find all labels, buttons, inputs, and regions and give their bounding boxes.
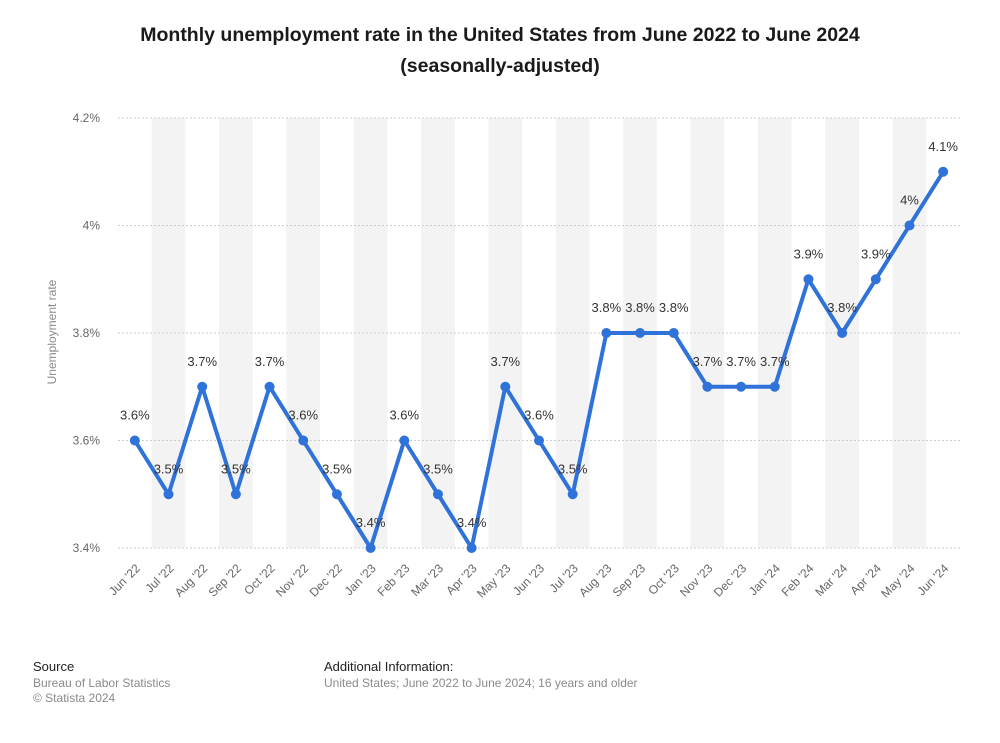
data-label: 3.6% bbox=[524, 408, 554, 423]
column-band bbox=[151, 118, 186, 548]
x-tick-label: Nov '23 bbox=[677, 561, 716, 600]
data-point[interactable] bbox=[298, 435, 309, 446]
x-tick-label: Feb '24 bbox=[779, 561, 817, 599]
data-point[interactable] bbox=[635, 328, 646, 338]
x-tick-label: Mar '23 bbox=[408, 561, 446, 599]
chart-title-line-2: (seasonally-adjusted) bbox=[400, 55, 600, 77]
y-tick-label: 3.8% bbox=[73, 326, 101, 340]
column-band bbox=[555, 118, 590, 548]
data-label: 3.5% bbox=[322, 461, 352, 476]
data-point[interactable] bbox=[399, 435, 410, 446]
data-point[interactable] bbox=[938, 166, 949, 177]
y-tick-label: 3.6% bbox=[73, 434, 101, 448]
x-tick-label: Feb '23 bbox=[374, 561, 412, 599]
x-tick-label: May '23 bbox=[474, 561, 514, 601]
data-label: 3.4% bbox=[356, 515, 386, 530]
data-point[interactable] bbox=[230, 489, 241, 500]
x-tick-label: Jun '23 bbox=[510, 561, 547, 598]
data-label: 3.7% bbox=[490, 354, 520, 369]
data-label: 3.6% bbox=[120, 408, 150, 423]
y-axis-ticks: 3.4% 3.6% 3.8% 4% 4.2% bbox=[73, 111, 101, 555]
data-point[interactable] bbox=[534, 435, 544, 446]
data-point[interactable] bbox=[803, 274, 814, 285]
data-point[interactable] bbox=[904, 220, 915, 231]
data-label: 3.7% bbox=[255, 354, 285, 369]
data-label: 4.1% bbox=[928, 139, 958, 154]
x-tick-label: Dec '22 bbox=[307, 561, 346, 600]
chart-title-line-1: Monthly unemployment rate in the United … bbox=[140, 24, 860, 46]
x-tick-label: May '24 bbox=[878, 561, 918, 601]
y-tick-label: 4% bbox=[83, 219, 101, 233]
source-line-1: Bureau of Labor Statistics bbox=[33, 676, 171, 690]
x-tick-label: Jan '24 bbox=[746, 561, 783, 598]
data-label: 3.7% bbox=[187, 354, 217, 369]
x-tick-label: Nov '22 bbox=[273, 561, 312, 600]
x-tick-label: Aug '22 bbox=[172, 561, 211, 600]
data-point[interactable] bbox=[736, 381, 747, 392]
source-line-2: © Statista 2024 bbox=[33, 691, 116, 705]
x-tick-label: Aug '23 bbox=[576, 561, 615, 600]
data-label: 3.7% bbox=[760, 354, 790, 369]
additional-info-text: United States; June 2022 to June 2024; 1… bbox=[324, 676, 638, 690]
data-point[interactable] bbox=[601, 328, 612, 338]
data-point[interactable] bbox=[702, 381, 713, 392]
chart-title: Monthly unemployment rate in the United … bbox=[0, 20, 1000, 82]
data-points bbox=[129, 166, 949, 553]
line-chart: 3.4% 3.6% 3.8% 4% 4.2% Unemployment rate 3.6… bbox=[45, 111, 960, 601]
data-point[interactable] bbox=[129, 435, 140, 446]
data-point[interactable] bbox=[466, 543, 477, 553]
x-tick-label: Sep '22 bbox=[206, 561, 245, 600]
data-label: 3.7% bbox=[726, 354, 756, 369]
x-tick-label: Jan '23 bbox=[342, 561, 379, 598]
data-label: 3.8% bbox=[659, 300, 689, 315]
data-label: 3.5% bbox=[154, 461, 184, 476]
x-tick-label: Oct '23 bbox=[645, 561, 682, 598]
data-point[interactable] bbox=[870, 274, 881, 285]
data-point[interactable] bbox=[668, 328, 679, 338]
y-axis-label: Unemployment rate bbox=[45, 279, 59, 384]
x-tick-label: Jun '22 bbox=[106, 561, 143, 598]
data-label: 3.5% bbox=[423, 461, 453, 476]
additional-info-heading: Additional Information: bbox=[324, 659, 454, 674]
y-tick-label: 3.4% bbox=[73, 541, 101, 555]
column-band bbox=[892, 118, 927, 548]
data-label: 3.9% bbox=[794, 246, 824, 261]
data-label: 3.8% bbox=[592, 300, 622, 315]
data-point[interactable] bbox=[432, 489, 443, 500]
data-label: 3.9% bbox=[861, 246, 891, 261]
column-band bbox=[488, 118, 523, 548]
data-point[interactable] bbox=[769, 381, 780, 392]
x-tick-label: Oct '22 bbox=[241, 561, 278, 598]
data-label: 3.5% bbox=[558, 461, 588, 476]
data-labels: 3.6% 3.5% 3.7% 3.5% 3.7% 3.6% 3.5% 3.4% 3.6% 3.5%… bbox=[120, 139, 958, 530]
data-label: 4% bbox=[900, 193, 919, 208]
x-tick-label: Dec '23 bbox=[711, 561, 750, 600]
x-tick-label: Jun '24 bbox=[914, 561, 951, 598]
data-point[interactable] bbox=[163, 489, 174, 500]
data-label: 3.5% bbox=[221, 461, 251, 476]
data-label: 3.8% bbox=[625, 300, 655, 315]
data-point[interactable] bbox=[331, 489, 342, 500]
x-tick-label: Sep '23 bbox=[610, 561, 649, 600]
data-label: 3.6% bbox=[389, 408, 419, 423]
y-tick-label: 4.2% bbox=[73, 111, 101, 125]
data-label: 3.6% bbox=[288, 408, 318, 423]
data-label: 3.7% bbox=[693, 354, 723, 369]
x-tick-label: Mar '24 bbox=[812, 561, 850, 599]
data-point[interactable] bbox=[197, 381, 208, 392]
data-label: 3.4% bbox=[457, 515, 487, 530]
data-point[interactable] bbox=[500, 381, 511, 392]
source-heading: Source bbox=[33, 659, 75, 674]
data-label: 3.8% bbox=[827, 300, 857, 315]
data-point[interactable] bbox=[567, 489, 578, 500]
data-point[interactable] bbox=[365, 543, 376, 553]
data-point[interactable] bbox=[264, 381, 275, 392]
data-point[interactable] bbox=[837, 328, 848, 338]
